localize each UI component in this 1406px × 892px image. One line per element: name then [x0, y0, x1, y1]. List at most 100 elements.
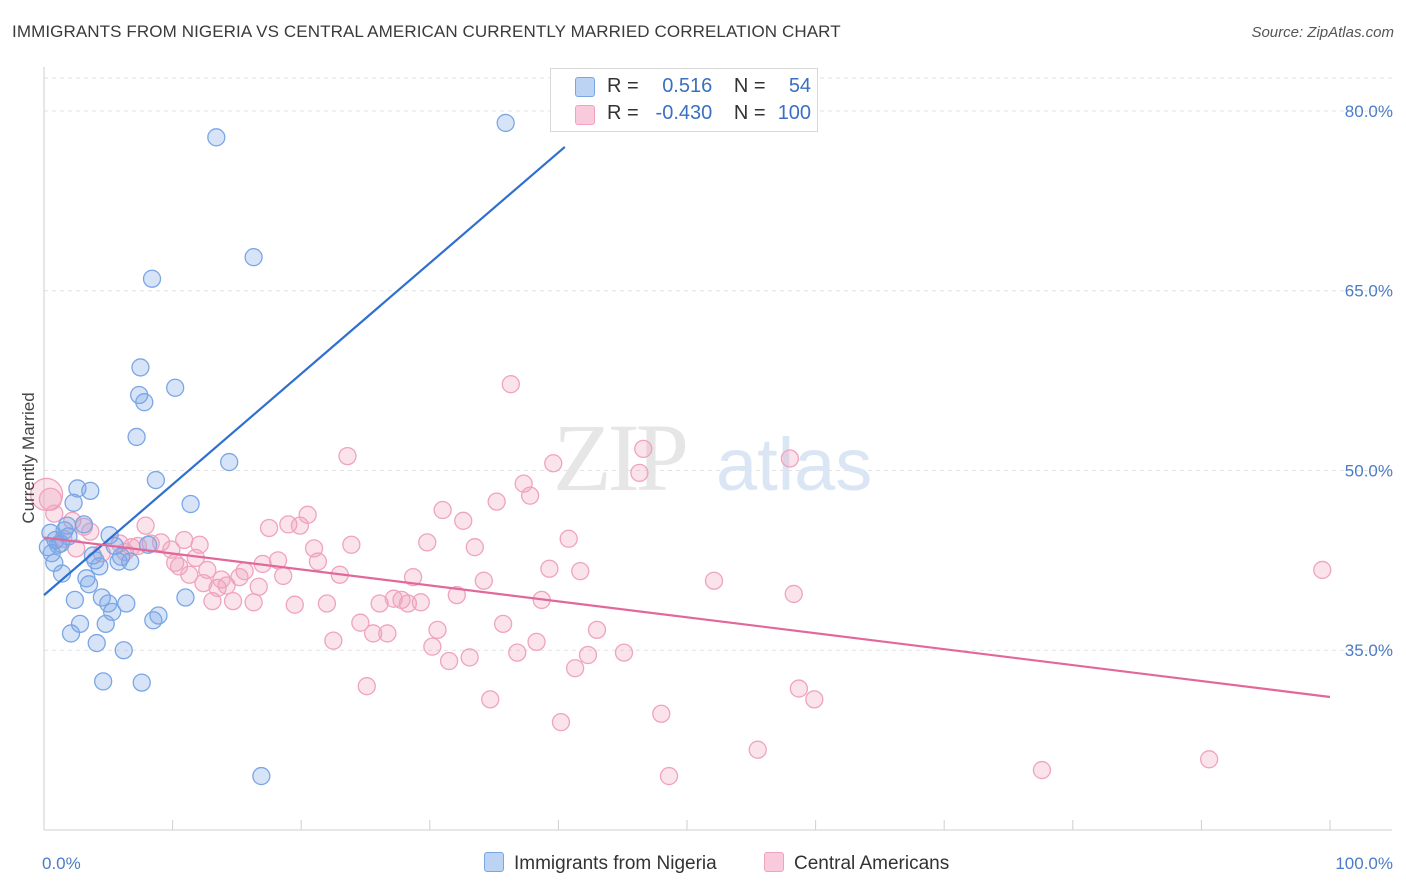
point-central-americans	[587, 620, 607, 640]
point-nigeria	[79, 575, 99, 594]
point-central-americans	[423, 637, 442, 656]
point-central-americans	[1313, 560, 1332, 580]
point-central-americans	[454, 511, 473, 530]
correlation-legend: R = 0.516 N = 54 R = -0.430 N = 100	[550, 68, 818, 132]
legend-swatch-central-americans	[764, 852, 784, 872]
point-central-americans	[384, 589, 403, 608]
point-central-americans	[418, 533, 437, 552]
point-central-americans	[433, 500, 452, 520]
point-central-americans	[198, 560, 217, 580]
point-central-americans	[298, 505, 317, 524]
series-central-americans	[29, 375, 1332, 786]
x-tick-label: 100.0%	[1335, 854, 1393, 873]
point-nigeria	[94, 672, 113, 691]
point-nigeria	[74, 515, 94, 534]
point-central-americans	[704, 571, 724, 590]
point-central-americans	[244, 593, 263, 612]
point-central-americans	[465, 538, 484, 557]
legend-n-label: N =	[733, 102, 766, 124]
point-central-americans	[659, 766, 679, 786]
point-central-americans	[285, 595, 304, 614]
point-central-americans	[259, 518, 279, 538]
point-central-americans	[789, 679, 809, 698]
point-nigeria	[114, 641, 133, 660]
point-central-americans	[308, 552, 328, 571]
point-nigeria	[132, 673, 151, 692]
point-central-americans	[223, 591, 243, 611]
tick-labels: 35.0% 50.0% 65.0% 80.0% 0.0% 100.0%	[42, 102, 1393, 873]
point-nigeria	[117, 594, 136, 613]
point-central-americans	[428, 620, 447, 640]
point-central-americans	[544, 454, 563, 473]
point-central-americans	[317, 594, 337, 613]
point-nigeria	[64, 493, 83, 512]
point-nigeria	[121, 552, 140, 571]
point-central-americans	[527, 632, 546, 651]
y-tick-label: 35.0%	[1345, 641, 1393, 660]
legend-r-value: 0.516	[662, 75, 713, 97]
point-nigeria	[166, 378, 185, 397]
point-nigeria	[127, 427, 146, 447]
legend-r-value: -0.430	[655, 102, 713, 124]
point-central-americans	[474, 571, 493, 590]
point-nigeria	[131, 358, 150, 377]
point-central-americans	[439, 651, 459, 671]
point-central-americans	[403, 567, 423, 587]
point-nigeria	[70, 614, 90, 634]
point-nigeria	[83, 546, 103, 565]
point-central-americans	[780, 449, 800, 468]
y-tick-label: 80.0%	[1345, 102, 1393, 121]
legend-r-label: R =	[607, 75, 639, 97]
point-central-americans	[501, 375, 520, 394]
legend-n-value: 54	[788, 75, 812, 97]
point-central-americans	[540, 559, 559, 578]
trend-lines	[43, 146, 1331, 699]
point-central-americans	[357, 677, 376, 696]
point-central-americans	[351, 613, 370, 632]
point-nigeria	[181, 494, 200, 514]
point-central-americans	[571, 561, 590, 581]
point-central-americans	[411, 593, 430, 612]
trend-line-nigeria	[43, 146, 566, 596]
point-nigeria	[149, 606, 168, 625]
point-central-americans	[805, 690, 824, 709]
point-nigeria	[496, 113, 515, 133]
point-central-americans	[249, 577, 268, 596]
point-central-americans	[136, 516, 155, 535]
legend-r-label: R =	[607, 102, 639, 124]
point-nigeria	[135, 393, 154, 412]
point-nigeria	[142, 269, 162, 288]
x-tick-label: 0.0%	[42, 854, 81, 873]
point-central-americans	[493, 614, 513, 634]
legend-row-central-americans: R = -0.430 N = 100	[607, 102, 811, 125]
y-axis-label: Currently Married	[19, 392, 38, 523]
point-central-americans	[1032, 760, 1052, 780]
point-central-americans	[508, 643, 527, 662]
point-nigeria	[176, 588, 195, 607]
watermark-atlas: atlas	[716, 423, 872, 506]
point-nigeria	[87, 633, 106, 653]
trend-line-central-americans	[43, 536, 1331, 699]
point-central-americans	[551, 712, 571, 732]
legend-n-label: N =	[733, 75, 766, 97]
point-central-americans	[45, 504, 64, 523]
point-central-americans	[235, 561, 254, 581]
point-central-americans	[460, 648, 479, 667]
point-central-americans	[634, 439, 653, 459]
point-central-americans	[487, 492, 506, 511]
legend-item-nigeria: Immigrants from Nigeria	[484, 852, 717, 875]
legend-n-value: 100	[777, 102, 812, 124]
point-central-americans	[520, 486, 540, 505]
point-central-americans	[190, 535, 209, 554]
point-nigeria	[244, 248, 263, 267]
legend-swatch-pink	[575, 105, 595, 125]
legend-swatch-blue	[575, 77, 595, 97]
legend-item-central-americans: Central Americans	[764, 852, 949, 875]
point-nigeria	[81, 481, 100, 500]
legend-label-central-americans: Central Americans	[794, 853, 950, 874]
point-central-americans	[578, 645, 598, 665]
point-central-americans	[342, 535, 361, 554]
point-nigeria	[65, 590, 85, 610]
point-central-americans	[1199, 750, 1219, 769]
